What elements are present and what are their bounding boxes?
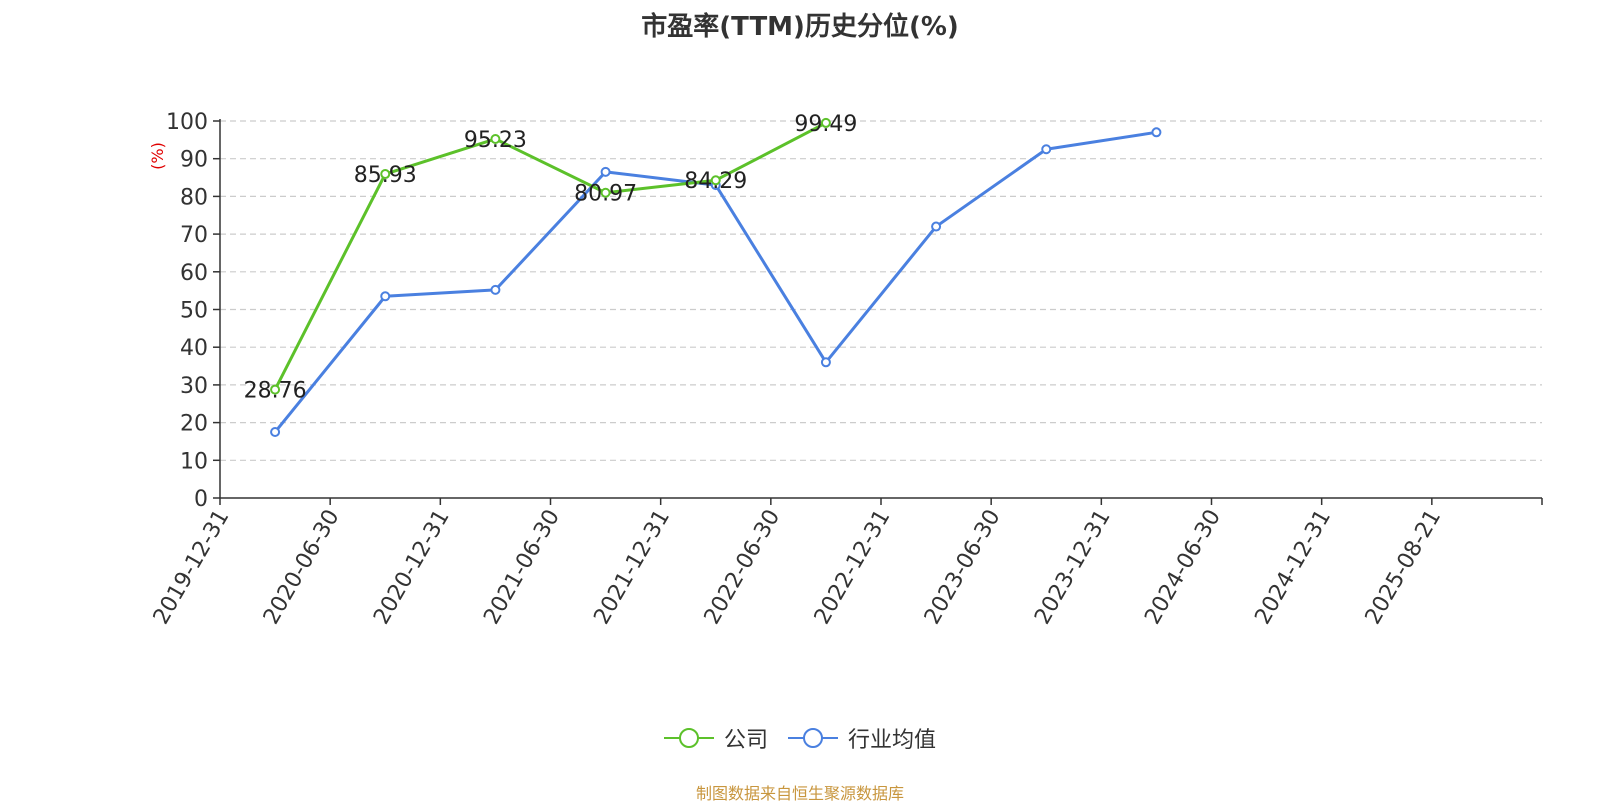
data-point[interactable] — [490, 284, 501, 295]
x-tick-label: 2022-12-31 — [810, 506, 896, 629]
y-tick-label: 30 — [180, 374, 208, 399]
data-label: 85.93 — [354, 163, 417, 188]
series-lines — [270, 117, 1162, 438]
data-label: 99.49 — [794, 112, 857, 137]
x-tick-label: 2023-12-31 — [1030, 506, 1116, 629]
data-point[interactable] — [710, 175, 721, 186]
data-point[interactable] — [490, 133, 501, 144]
data-labels: 28.76 85.93 95.23 80.97 84.29 99.49 — [244, 112, 858, 404]
y-tick-label: 70 — [180, 223, 208, 248]
grid-lines — [220, 120, 1542, 461]
legend-industry-icon — [788, 728, 838, 748]
y-tick-label: 50 — [180, 299, 208, 324]
data-point[interactable] — [820, 117, 831, 128]
y-tick-label: 40 — [180, 336, 208, 361]
legend-industry-label: 行业均值 — [848, 728, 937, 753]
data-label: 95.23 — [464, 128, 527, 153]
y-tick-label: 100 — [166, 110, 208, 135]
source-note: 制图数据来自恒生聚源数据库 — [695, 784, 904, 803]
data-point[interactable] — [380, 291, 391, 302]
y-tick-label: 80 — [180, 185, 208, 210]
data-point[interactable] — [600, 187, 611, 198]
legend-item-industry[interactable]: 行业均值 — [788, 722, 936, 754]
x-tick-label: 2024-12-31 — [1250, 506, 1336, 629]
y-tick-label: 60 — [180, 261, 208, 286]
y-axis-unit: (%) — [148, 142, 167, 170]
x-tick-label: 2021-12-31 — [589, 506, 675, 629]
data-point[interactable] — [270, 384, 281, 395]
data-point[interactable] — [931, 221, 942, 232]
x-tick-label: 2025-08-21 — [1361, 506, 1447, 629]
series-line-0 — [273, 121, 827, 391]
x-tick-label: 2022-06-30 — [700, 506, 786, 629]
chart-title: 市盈率(TTM)历史分位(%) — [641, 12, 959, 42]
y-tick-label: 0 — [194, 487, 208, 512]
legend-company-label: 公司 — [723, 728, 768, 753]
data-point[interactable] — [1151, 127, 1162, 138]
x-tick-label: 2020-06-30 — [259, 506, 345, 629]
legend-company-icon — [663, 728, 714, 748]
legend: 公司 行业均值 — [0, 722, 1600, 754]
data-point[interactable] — [820, 357, 831, 368]
y-tick-label: 90 — [180, 148, 208, 173]
y-tick-label: 20 — [180, 412, 208, 437]
legend-item-company[interactable]: 公司 — [663, 722, 768, 754]
data-point[interactable] — [1041, 144, 1052, 155]
data-point[interactable] — [270, 427, 281, 438]
data-label: 84.29 — [684, 169, 747, 194]
data-label: 28.76 — [244, 379, 307, 404]
data-point[interactable] — [600, 166, 611, 177]
x-tick-label: 2023-06-30 — [920, 506, 1006, 629]
y-tick-label: 10 — [180, 449, 208, 474]
x-tick-label: 2021-06-30 — [479, 506, 565, 629]
data-label: 80.97 — [574, 182, 637, 207]
x-tick-label: 2019-12-31 — [149, 506, 235, 629]
data-point[interactable] — [380, 169, 391, 180]
x-tick-label: 2020-12-31 — [369, 506, 455, 629]
x-tick-label: 2024-06-30 — [1140, 506, 1226, 629]
